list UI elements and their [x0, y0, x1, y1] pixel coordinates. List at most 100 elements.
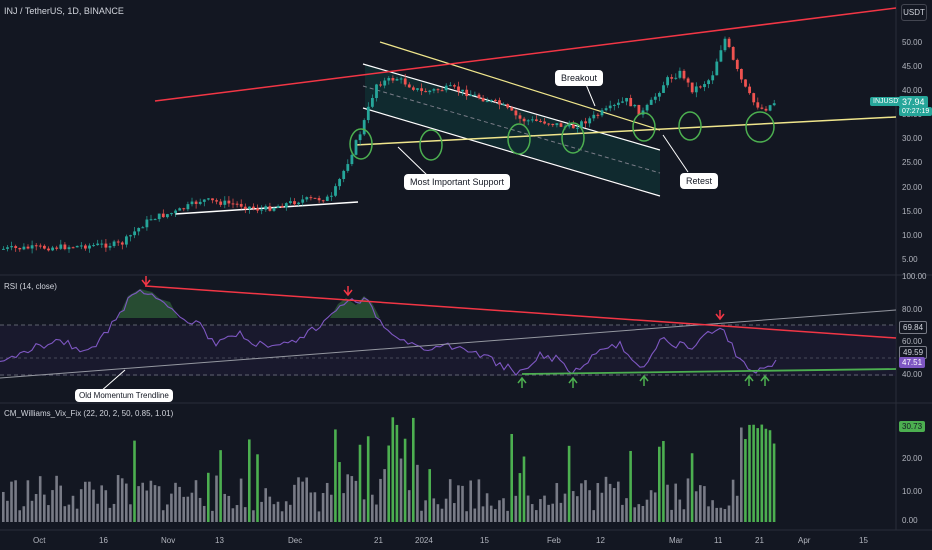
- vix-bar: [260, 501, 263, 522]
- candle-body: [440, 90, 444, 92]
- candle-body: [723, 38, 727, 51]
- red-resistance-trendline[interactable]: [154, 7, 897, 102]
- candle-body: [14, 246, 18, 248]
- vix-bar: [612, 488, 616, 522]
- vix-bar: [764, 428, 768, 522]
- candle-body: [539, 120, 542, 122]
- vix-bars-group[interactable]: [2, 417, 776, 522]
- vix-bar: [104, 490, 108, 522]
- candle-body: [71, 247, 75, 249]
- price-tick: 45.00: [902, 62, 923, 71]
- candle-body: [428, 90, 432, 93]
- candle-body: [682, 70, 686, 79]
- candles-group[interactable]: [2, 36, 776, 254]
- vix-title[interactable]: CM_Williams_Vix_Fix (22, 20, 2, 50, 0.85…: [4, 409, 174, 418]
- vix-bar: [436, 504, 440, 522]
- support-note[interactable]: Most Important Support: [404, 174, 511, 190]
- vix-bar: [588, 490, 591, 522]
- green-arrow-up-icon: [639, 374, 649, 386]
- vix-bar: [498, 500, 501, 522]
- rsi-line[interactable]: [0, 289, 777, 376]
- vix-bar: [407, 490, 411, 522]
- time-tick: Nov: [161, 536, 176, 545]
- support-circle-4[interactable]: [561, 122, 585, 154]
- channel-mid-line[interactable]: [362, 85, 661, 174]
- support-circle-7[interactable]: [745, 111, 775, 143]
- vix-bar: [256, 454, 259, 522]
- rsi-old-momentum-trendline[interactable]: [0, 309, 897, 379]
- green-arrow-up-icon: [568, 376, 578, 388]
- time-tick: 13: [215, 536, 224, 545]
- price-tick: 40.00: [902, 86, 923, 95]
- rsi-red-trendline[interactable]: [144, 285, 897, 339]
- vix-bar: [145, 490, 149, 522]
- vix-bar: [461, 485, 464, 522]
- candle-body: [186, 204, 190, 210]
- vix-bar: [678, 499, 682, 522]
- candle-body: [18, 247, 22, 250]
- vix-bar: [481, 506, 485, 522]
- candle-body: [366, 106, 370, 121]
- candle-body: [289, 201, 292, 204]
- time-tick: 11: [714, 536, 723, 545]
- candle-body: [457, 86, 460, 92]
- vix-bar: [264, 488, 267, 522]
- yellow-support-trendline[interactable]: [354, 116, 897, 146]
- candle-body: [280, 205, 284, 208]
- vix-bar: [744, 439, 747, 522]
- vix-bar: [235, 505, 239, 522]
- candle-body: [719, 50, 723, 62]
- currency-button[interactable]: USDT: [901, 4, 927, 21]
- candle-body: [305, 197, 309, 200]
- time-tick: Dec: [288, 536, 303, 545]
- support-circle-1[interactable]: [349, 128, 373, 160]
- vix-bar: [428, 469, 431, 522]
- vix-bar: [608, 483, 612, 522]
- symbol-title[interactable]: INJ / TetherUS, 1D, BINANCE: [4, 6, 124, 16]
- rsi-momentum-note[interactable]: Old Momentum Trendline: [75, 389, 173, 402]
- breakout-note[interactable]: Breakout: [555, 70, 604, 86]
- candle-body: [506, 104, 510, 108]
- vix-bar: [55, 475, 58, 522]
- support-circles[interactable]: [349, 111, 775, 161]
- candle-body: [342, 170, 346, 180]
- candle-body: [551, 123, 555, 126]
- vix-bar: [141, 482, 144, 522]
- vix-bar: [768, 430, 772, 522]
- vix-bar: [309, 492, 313, 522]
- rsi-green-support-line[interactable]: [521, 368, 897, 375]
- candle-body: [674, 77, 678, 79]
- candle-body: [26, 246, 30, 249]
- vix-bar: [473, 508, 477, 522]
- candle-body: [116, 241, 120, 243]
- candle-body: [358, 134, 362, 141]
- candle-body: [260, 209, 264, 211]
- candle-body: [161, 213, 165, 218]
- yellow-descending-trendline[interactable]: [379, 41, 661, 131]
- vix-bar: [629, 450, 632, 522]
- vix-bar: [305, 477, 308, 522]
- candle-body: [243, 206, 247, 209]
- vix-bar: [112, 503, 116, 522]
- vix-bar: [489, 505, 493, 522]
- channel-lower-line[interactable]: [362, 107, 661, 197]
- candle-body: [157, 213, 161, 220]
- support-circle-2[interactable]: [419, 129, 443, 161]
- support-circle-5[interactable]: [632, 112, 656, 142]
- retest-note[interactable]: Retest: [680, 173, 719, 189]
- support-note-pointer: [397, 146, 429, 177]
- support-circle-3[interactable]: [507, 123, 531, 155]
- vix-bar: [518, 473, 522, 522]
- vix-bar: [125, 483, 128, 522]
- candle-body: [571, 124, 575, 129]
- rsi-title[interactable]: RSI (14, close): [4, 282, 57, 291]
- vix-bar: [362, 499, 366, 522]
- candle-body: [55, 247, 59, 249]
- vix-bar: [366, 436, 370, 522]
- candle-body: [219, 201, 223, 205]
- green-arrow-up-icon: [517, 376, 527, 388]
- candle-body: [760, 107, 764, 109]
- candle-body: [34, 245, 38, 247]
- support-circle-6[interactable]: [678, 111, 702, 141]
